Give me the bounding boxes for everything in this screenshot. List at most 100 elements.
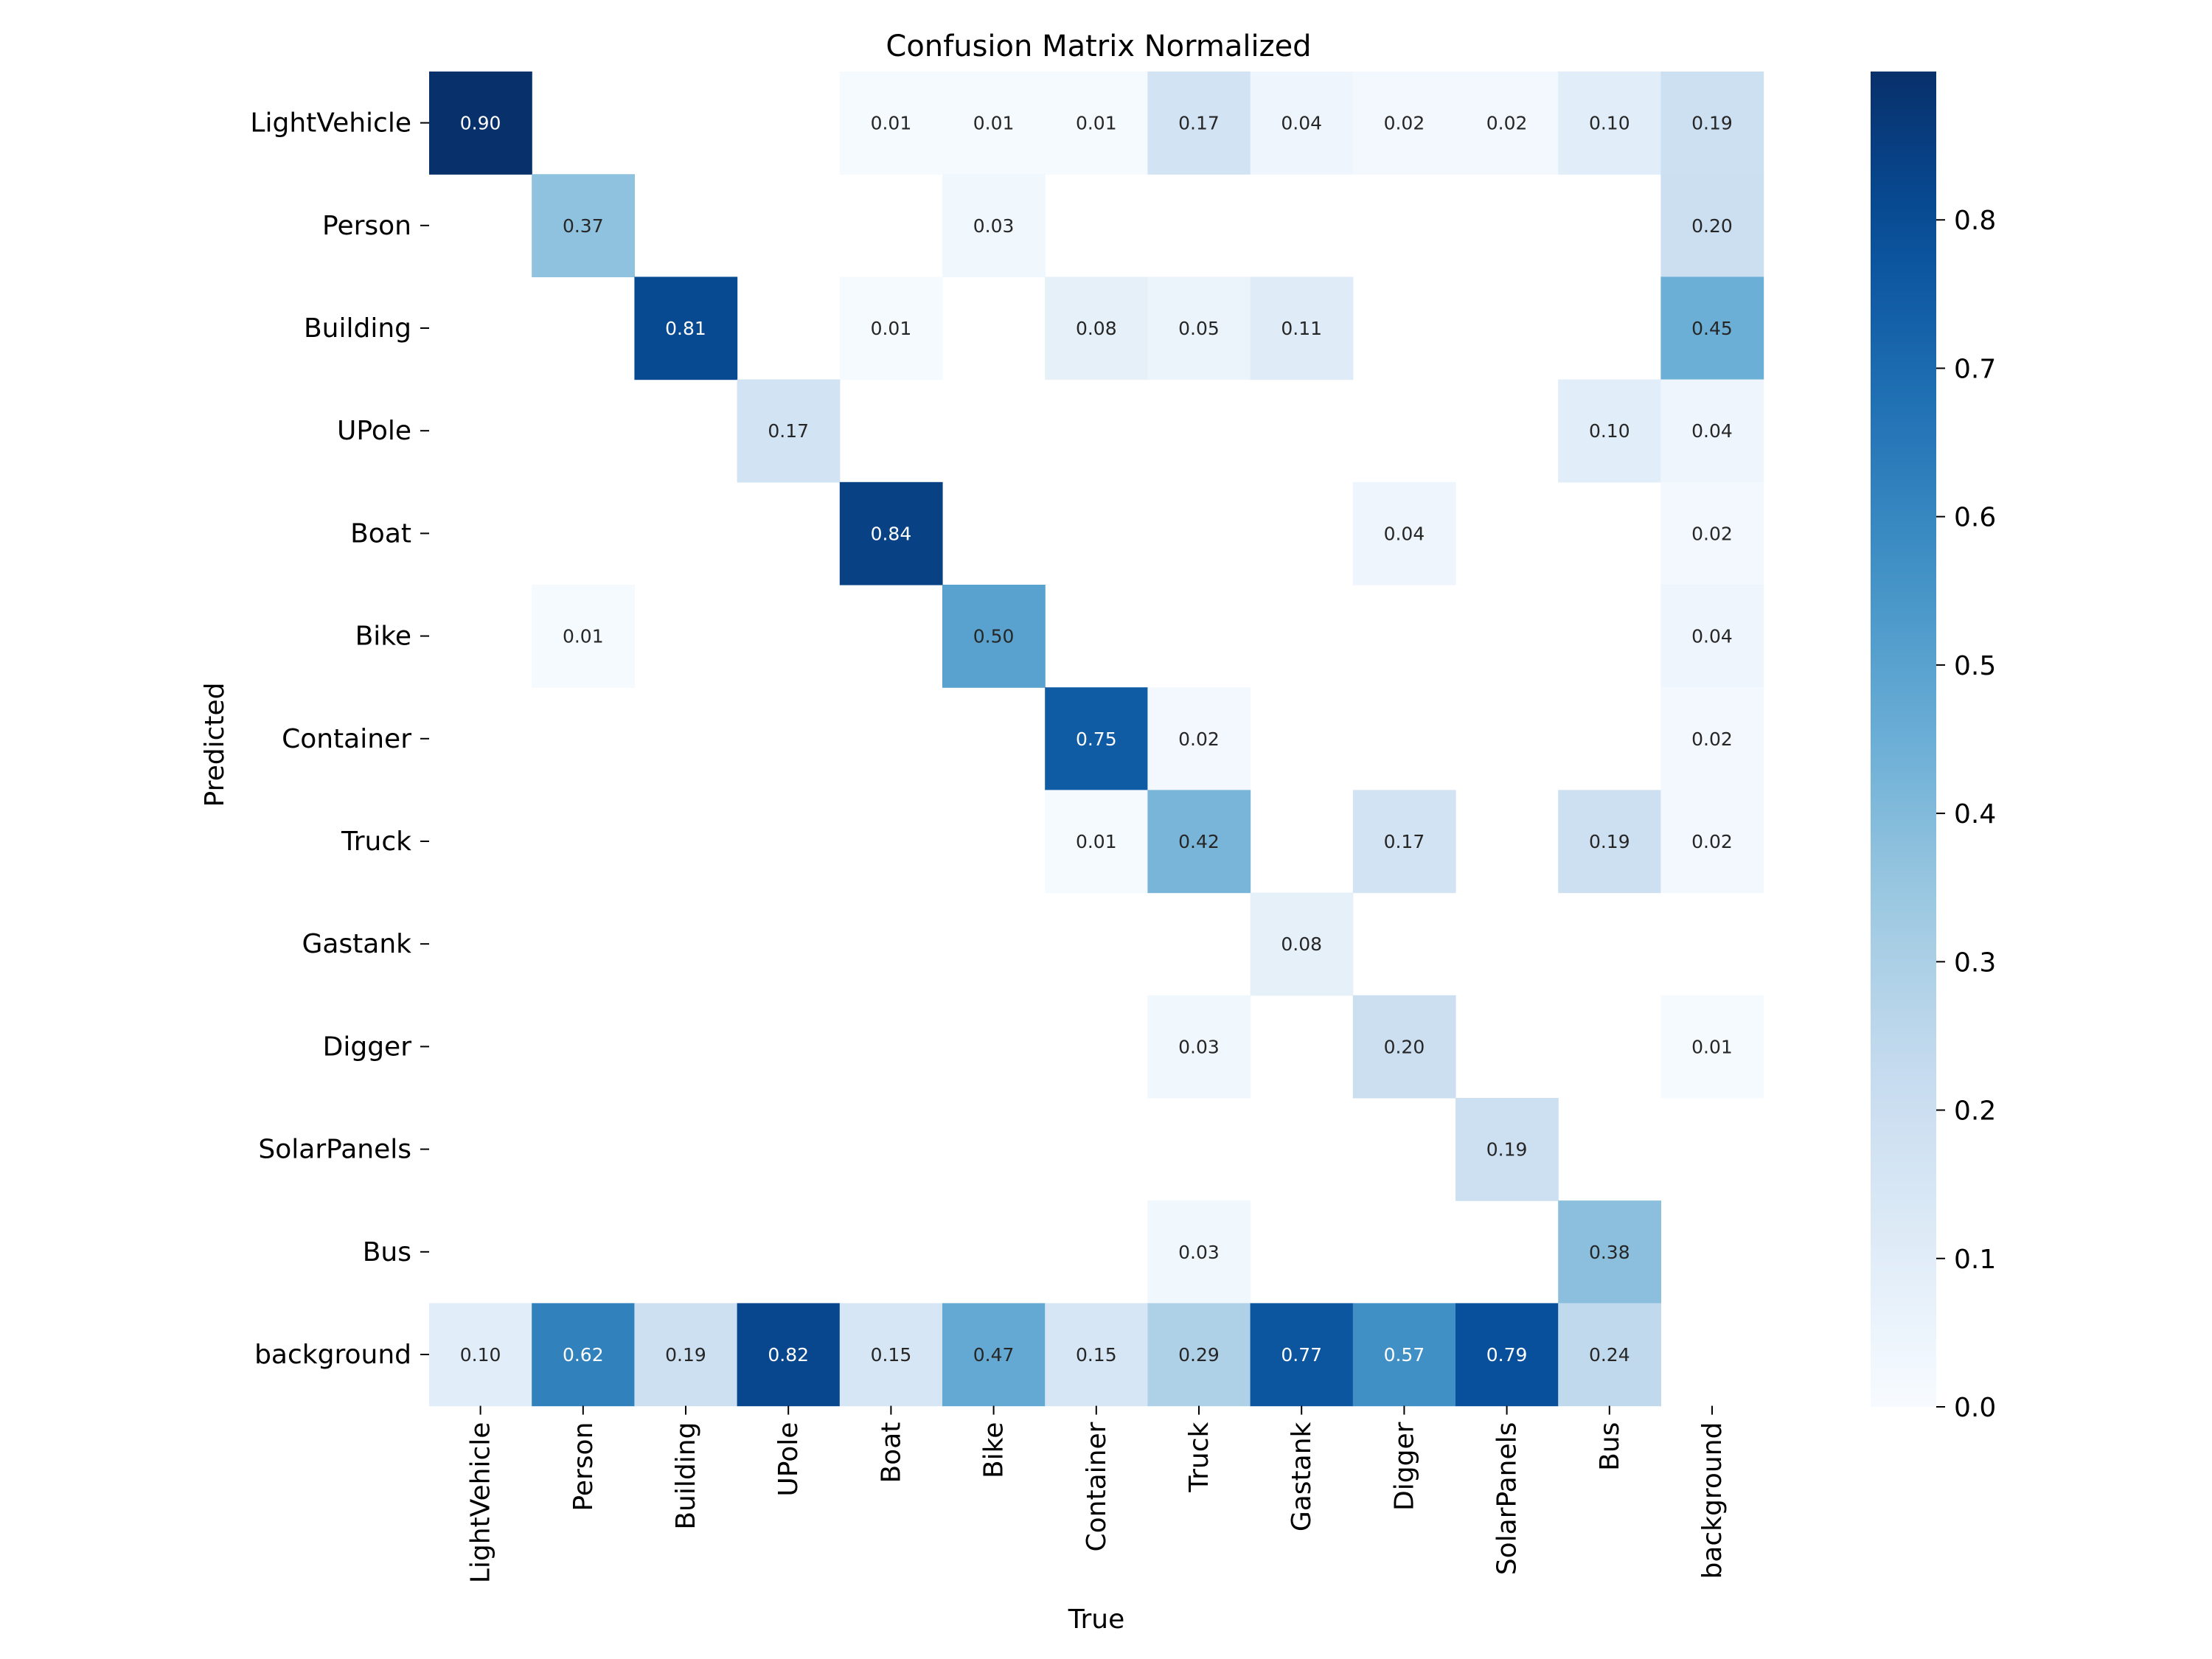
cell-value-label: 0.15 [1076,1344,1117,1366]
y-tick-label: LightVehicle [250,108,411,139]
colorbar-tick-label: 0.7 [1954,354,1996,384]
heatmap-cell [1250,1303,1354,1407]
cell-value-label: 0.04 [1384,523,1425,544]
heatmap-cell [1147,276,1251,380]
heatmap-cell [1660,687,1764,790]
colorbar-tick-label: 0.4 [1954,799,1996,830]
heatmap-cell [1660,379,1764,483]
heatmap-cell [1147,995,1251,1099]
cell-value-label: 0.77 [1281,1344,1322,1366]
cell-value-label: 0.04 [1281,113,1322,134]
heatmap-cell [1250,892,1354,996]
heatmap-cell [532,1303,635,1407]
cell-value-label: 0.02 [1691,831,1733,852]
cell-value-label: 0.08 [1076,318,1117,339]
cell-value-label: 0.10 [1589,113,1630,134]
cell-value-label: 0.03 [1178,1242,1220,1263]
heatmap-cell [634,276,738,380]
heatmap-cell [1045,276,1148,380]
cell-value-label: 0.57 [1384,1344,1425,1366]
heatmap-cell [1558,379,1661,483]
heatmap-cell [1660,276,1764,380]
heatmap-cell [1147,687,1251,790]
y-tick-label: background [254,1340,411,1370]
cell-value-label: 0.84 [871,523,912,544]
cell-value-label: 0.24 [1589,1344,1630,1366]
cell-value-label: 0.02 [1384,113,1425,134]
y-tick-label: Gastank [302,929,411,959]
heatmap-cell [1250,72,1354,175]
heatmap-cell [429,1303,532,1407]
cell-value-label: 0.37 [563,215,604,237]
cell-value-label: 0.05 [1178,318,1220,339]
cell-value-label: 0.01 [563,626,604,647]
cell-value-label: 0.17 [1178,113,1220,134]
heatmap-cell [1455,72,1559,175]
x-tick-label: UPole [773,1422,804,1497]
y-tick-label: Container [282,724,411,754]
x-tick-label: Truck [1184,1422,1214,1492]
heatmap-cell [1352,995,1456,1099]
cell-value-label: 0.38 [1589,1242,1630,1263]
heatmap-cell [1352,72,1456,175]
x-tick-label: Person [568,1422,599,1512]
cell-value-label: 0.90 [460,113,501,134]
cell-value-label: 0.01 [871,113,912,134]
cell-value-label: 0.15 [871,1344,912,1366]
heatmap-cell [1455,1098,1559,1201]
cell-value-label: 0.50 [973,626,1015,647]
cell-value-label: 0.45 [1691,318,1733,339]
cell-value-label: 0.19 [1691,113,1733,134]
heatmap-cell [1045,790,1148,894]
heatmap-cell [532,174,635,277]
y-tick-label: Bike [355,622,411,652]
heatmap-cell [737,379,841,483]
y-tick-label: UPole [337,416,411,446]
x-axis-label: True [1068,1604,1124,1635]
heatmap-cell [1147,1303,1251,1407]
cell-value-label: 0.10 [1589,420,1630,442]
cell-value-label: 0.02 [1178,728,1220,750]
cell-value-label: 0.81 [665,318,706,339]
heatmap-cell [839,1303,943,1407]
heatmap-cell [1558,72,1661,175]
colorbar-tick-label: 0.6 [1954,503,1996,533]
cell-value-label: 0.03 [1178,1036,1220,1057]
heatmap-cell [1352,481,1456,585]
heatmap-cell [1250,276,1354,380]
heatmap-cell [1558,1303,1661,1407]
heatmap-cell [942,585,1046,688]
heatmap-cell [1660,790,1764,894]
cell-value-label: 0.17 [1384,831,1425,852]
cell-value-label: 0.17 [768,420,809,442]
colorbar-tick-label: 0.0 [1954,1393,1996,1423]
heatmap-cell [942,72,1046,175]
heatmap-cell [1660,174,1764,277]
cell-value-label: 0.02 [1691,728,1733,750]
heatmap-cell [1045,72,1148,175]
heatmap-cell [942,1303,1046,1407]
heatmap-cell-labels: 0.90 0.01 0.01 0.01 0.17 0.04 0.02 0.02 0.10 0.19… [460,113,1733,1366]
cell-value-label: 0.20 [1384,1036,1425,1057]
y-tick-label: Person [322,211,411,241]
heatmap-cell [1660,481,1764,585]
cell-value-label: 0.04 [1691,626,1733,647]
x-tick-label: SolarPanels [1492,1422,1523,1576]
x-tick-label: Boat [876,1422,906,1484]
cell-value-label: 0.08 [1281,933,1322,955]
heatmap-cell [1660,995,1764,1099]
x-tick-label: Bus [1595,1422,1625,1471]
heatmap-cell [737,1303,841,1407]
heatmap-cell [1045,1303,1148,1407]
colorbar-gradient [1871,72,1936,1407]
cell-value-label: 0.62 [563,1344,604,1366]
cell-value-label: 0.04 [1691,420,1733,442]
x-tick-label: Gastank [1287,1422,1317,1531]
heatmap-cell [839,72,943,175]
cell-value-label: 0.02 [1486,113,1528,134]
heatmap-cell [1352,790,1456,894]
heatmap-cells [429,72,1764,1407]
cell-value-label: 0.19 [1589,831,1630,852]
cell-value-label: 0.01 [871,318,912,339]
